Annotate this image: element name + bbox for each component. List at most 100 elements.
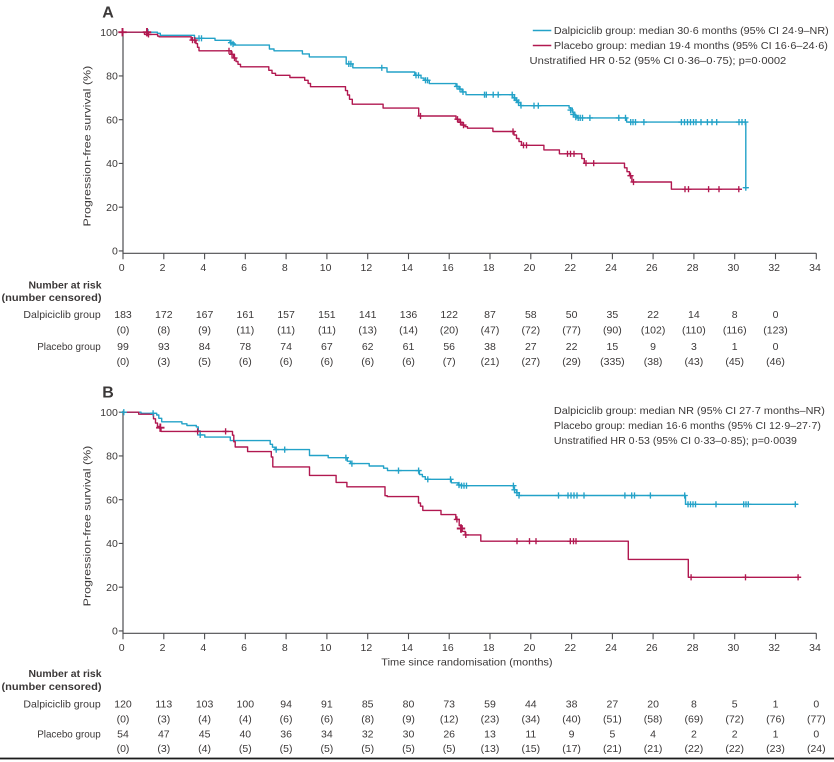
svg-text:8: 8: [732, 309, 738, 321]
svg-text:58: 58: [525, 309, 537, 321]
svg-text:45: 45: [199, 728, 211, 740]
svg-text:34: 34: [809, 262, 821, 274]
svg-text:(5): (5): [402, 743, 415, 755]
svg-text:(5): (5): [320, 743, 333, 755]
svg-text:(27): (27): [521, 356, 540, 368]
svg-text:(5): (5): [198, 356, 211, 368]
svg-text:(116): (116): [723, 324, 747, 336]
svg-text:(20): (20): [440, 324, 459, 336]
svg-text:(77): (77): [562, 324, 581, 336]
svg-text:44: 44: [525, 698, 537, 710]
svg-text:11: 11: [525, 728, 536, 740]
svg-text:60: 60: [106, 495, 118, 507]
svg-text:24: 24: [605, 262, 617, 274]
svg-text:84: 84: [199, 341, 211, 353]
svg-text:10: 10: [320, 642, 332, 654]
svg-text:14: 14: [688, 309, 700, 321]
svg-text:0: 0: [813, 698, 819, 710]
svg-text:(4): (4): [198, 743, 211, 755]
svg-text:32: 32: [768, 262, 780, 274]
svg-text:167: 167: [196, 309, 214, 321]
svg-text:(43): (43): [685, 356, 704, 368]
svg-text:85: 85: [362, 698, 374, 710]
svg-text:40: 40: [239, 728, 251, 740]
svg-text:30: 30: [728, 642, 740, 654]
svg-text:(7): (7): [443, 356, 456, 368]
svg-text:27: 27: [525, 341, 537, 353]
svg-text:6: 6: [241, 262, 247, 274]
svg-text:Dalpiciclib group: median 30·6: Dalpiciclib group: median 30·6 months (9…: [554, 25, 829, 37]
svg-text:103: 103: [196, 698, 214, 710]
svg-text:28: 28: [687, 262, 699, 274]
svg-text:0: 0: [813, 728, 819, 740]
svg-text:(8): (8): [361, 713, 374, 725]
svg-text:(9): (9): [198, 324, 211, 336]
svg-text:(number censored): (number censored): [2, 681, 102, 693]
svg-text:12: 12: [361, 642, 373, 654]
svg-text:(5): (5): [239, 743, 252, 755]
svg-text:(6): (6): [239, 356, 252, 368]
svg-text:5: 5: [609, 728, 615, 740]
svg-text:183: 183: [114, 309, 132, 321]
svg-text:62: 62: [362, 341, 374, 353]
svg-text:Placebo group: median 19·4 mon: Placebo group: median 19·4 months (95% C…: [554, 40, 828, 52]
svg-text:(51): (51): [603, 713, 622, 725]
svg-text:(13): (13): [481, 743, 500, 755]
svg-text:(77): (77): [807, 713, 826, 725]
svg-text:9: 9: [569, 728, 575, 740]
svg-text:136: 136: [400, 309, 418, 321]
svg-text:74: 74: [280, 341, 292, 353]
svg-text:(14): (14): [399, 324, 418, 336]
svg-text:99: 99: [117, 341, 129, 353]
svg-text:(11): (11): [318, 324, 336, 336]
svg-text:(5): (5): [280, 743, 293, 755]
svg-text:0: 0: [112, 626, 118, 638]
svg-text:94: 94: [280, 698, 292, 710]
svg-text:(13): (13): [358, 324, 377, 336]
svg-text:Progression-free survival (%): Progression-free survival (%): [81, 66, 93, 227]
svg-text:(45): (45): [725, 356, 744, 368]
svg-text:38: 38: [484, 341, 496, 353]
svg-text:22: 22: [566, 341, 578, 353]
svg-text:(29): (29): [562, 356, 581, 368]
svg-text:34: 34: [321, 728, 333, 740]
svg-text:10: 10: [320, 262, 332, 274]
svg-text:(21): (21): [644, 743, 663, 755]
svg-text:151: 151: [318, 309, 336, 321]
svg-text:26: 26: [443, 728, 455, 740]
svg-text:Dalpiciclib group: Dalpiciclib group: [23, 698, 100, 710]
svg-text:(8): (8): [157, 324, 170, 336]
svg-text:60: 60: [106, 115, 118, 127]
svg-text:36: 36: [280, 728, 292, 740]
svg-text:(72): (72): [725, 713, 744, 725]
svg-text:16: 16: [442, 642, 454, 654]
svg-text:40: 40: [106, 538, 118, 550]
svg-text:27: 27: [607, 698, 619, 710]
svg-text:15: 15: [607, 341, 619, 353]
svg-text:22: 22: [647, 309, 659, 321]
svg-text:(3): (3): [157, 356, 170, 368]
svg-text:(11): (11): [277, 324, 295, 336]
svg-text:(76): (76): [766, 713, 785, 725]
svg-text:141: 141: [359, 309, 377, 321]
svg-text:6: 6: [241, 642, 247, 654]
svg-text:100: 100: [237, 698, 255, 710]
svg-text:2: 2: [160, 262, 166, 274]
svg-text:4: 4: [650, 728, 656, 740]
svg-text:0: 0: [773, 309, 779, 321]
svg-text:8: 8: [282, 262, 288, 274]
svg-text:80: 80: [106, 451, 118, 463]
svg-text:67: 67: [321, 341, 333, 353]
svg-text:100: 100: [100, 407, 118, 419]
svg-text:0: 0: [773, 341, 779, 353]
svg-text:(6): (6): [280, 713, 293, 725]
svg-text:Number at risk: Number at risk: [29, 280, 102, 292]
svg-text:18: 18: [483, 642, 495, 654]
svg-text:(17): (17): [562, 743, 581, 755]
svg-text:(21): (21): [481, 356, 500, 368]
svg-text:(15): (15): [521, 743, 540, 755]
svg-text:(5): (5): [443, 743, 456, 755]
svg-text:2: 2: [691, 728, 697, 740]
svg-text:(21): (21): [603, 743, 622, 755]
svg-text:20: 20: [647, 698, 659, 710]
